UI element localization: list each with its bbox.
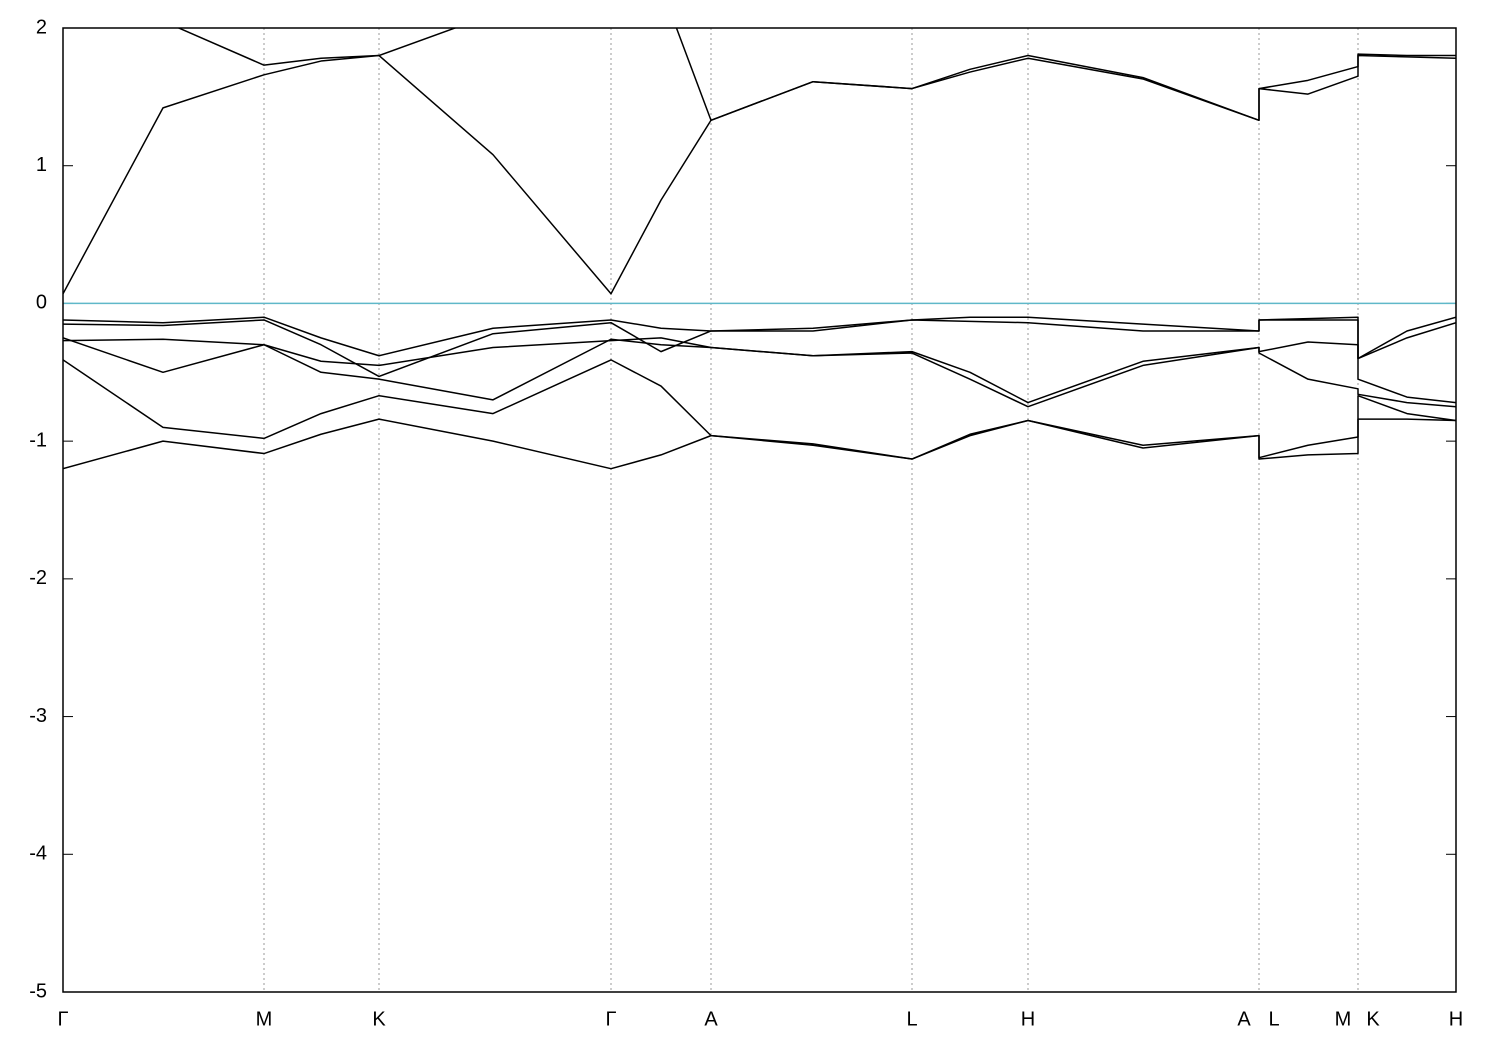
x-tick-label: H	[1449, 1008, 1463, 1030]
x-tick-label: K	[1366, 1008, 1380, 1030]
x-tick-label: M	[256, 1008, 273, 1030]
y-tick-label: 2	[36, 16, 47, 38]
x-tick-label: K	[372, 1008, 386, 1030]
band-line	[63, 319, 1456, 378]
x-tick-label: M	[1335, 1008, 1352, 1030]
plot-frame	[62, 27, 1457, 993]
y-tick-label: -4	[29, 843, 47, 865]
x-tick-label: H	[1021, 1008, 1035, 1030]
band-line	[176, 28, 1456, 122]
x-tick-label: Γ	[605, 1008, 616, 1030]
y-tick-label: 0	[36, 292, 47, 314]
y-tick-label: -1	[29, 429, 47, 451]
x-tick-label: L	[1268, 1008, 1279, 1030]
band-line	[63, 338, 1456, 408]
band-line	[63, 418, 1456, 470]
x-tick-label: A	[704, 1008, 718, 1030]
y-tick-label: 1	[36, 154, 47, 176]
x-tick-label: Γ	[57, 1008, 68, 1030]
band-line	[63, 359, 1456, 460]
y-tick-label: -3	[29, 705, 47, 727]
y-tick-label: -5	[29, 980, 47, 1002]
band-line	[63, 337, 1456, 404]
band-line	[63, 54, 1456, 295]
plot-area	[63, 28, 1456, 470]
x-tick-label: L	[906, 1008, 917, 1030]
x-tick-label: A	[1237, 1008, 1251, 1030]
y-tick-label: -2	[29, 567, 47, 589]
